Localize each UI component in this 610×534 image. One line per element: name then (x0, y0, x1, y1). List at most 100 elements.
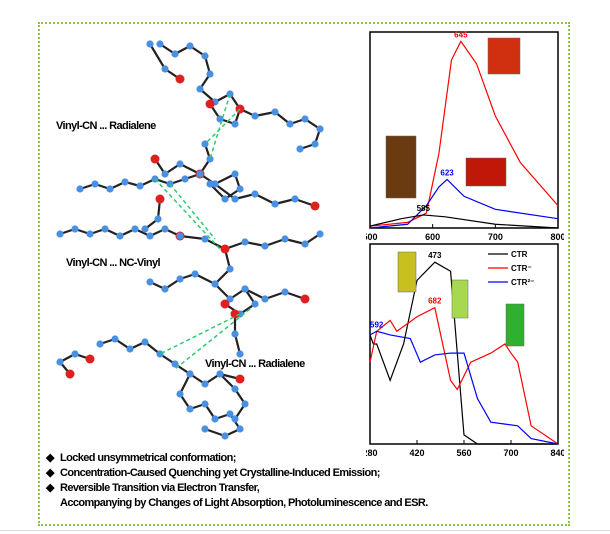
carbon-atom (156, 350, 164, 358)
carbon-atom (126, 345, 134, 353)
carbon-atom (261, 295, 269, 303)
x-tick-label: 840 (550, 448, 564, 458)
interaction-label-2: Vinyl-CN ... NC-Vinyl (66, 257, 161, 269)
plot-frame (369, 31, 559, 229)
legend-label: CTR²⁻ (511, 278, 534, 287)
carbon-atom (231, 120, 239, 128)
divider (0, 530, 610, 531)
carbon-atom (71, 225, 79, 233)
sample-photo (465, 157, 507, 187)
carbon-atom (236, 425, 244, 433)
series-line (369, 261, 558, 445)
hydrogen-bond (174, 308, 251, 370)
carbon-atom (206, 70, 214, 78)
carbon-atom (161, 65, 169, 73)
carbon-atom (281, 235, 289, 243)
carbon-atom (161, 170, 169, 178)
carbon-atom (176, 160, 184, 168)
carbon-atom (186, 405, 194, 413)
carbon-atom (286, 120, 294, 128)
carbon-atom (296, 145, 304, 153)
carbon-atom (211, 180, 219, 188)
diamond-icon: ◆ (46, 482, 54, 494)
carbon-atom (201, 400, 209, 408)
oxygen-atom (300, 294, 310, 304)
bullet-item: ◆ Concentration-Caused Quenching yet Crys… (46, 467, 380, 479)
carbon-atom (231, 170, 239, 178)
carbon-atom (236, 350, 244, 358)
carbon-atom (191, 270, 199, 278)
carbon-atom (141, 225, 149, 233)
carbon-atom (311, 140, 319, 148)
carbon-atom (161, 285, 169, 293)
carbon-atom (241, 238, 249, 246)
x-tick-label: 420 (409, 448, 424, 458)
diamond-icon: ◆ (46, 467, 54, 479)
sample-photo (385, 135, 417, 199)
carbon-atom (231, 385, 239, 393)
carbon-atom (56, 230, 64, 238)
hydrogen-bond (209, 93, 231, 160)
carbon-atom (136, 182, 144, 190)
hydrogen-bond (154, 178, 221, 250)
carbon-atom (231, 415, 239, 423)
carbon-atom (281, 288, 289, 296)
carbon-atom (221, 195, 229, 203)
carbon-atom (146, 278, 154, 286)
carbon-atom (251, 300, 259, 308)
carbon-atom (161, 225, 169, 233)
peak-label: 585 (417, 204, 431, 213)
carbon-atom (201, 52, 209, 60)
carbon-atom (206, 180, 214, 188)
carbon-atom (251, 112, 259, 120)
carbon-atom (196, 85, 204, 93)
carbon-atom (231, 330, 239, 338)
sample-photo (505, 303, 525, 347)
x-tick-label: 800 (550, 232, 564, 242)
bond (179, 373, 191, 395)
peak-label: 645 (454, 30, 468, 39)
carbon-atom (226, 410, 234, 418)
series-line (369, 178, 559, 229)
x-tick-label: 560 (456, 448, 471, 458)
bond (194, 273, 216, 285)
oxygen-atom (220, 244, 230, 254)
carbon-atom (201, 380, 209, 388)
sample-photo (451, 279, 469, 319)
carbon-atom (301, 115, 309, 123)
interaction-label-3: Vinyl-CN ... Radialene (205, 358, 305, 370)
carbon-atom (271, 200, 279, 208)
x-tick-label: 500 (366, 232, 378, 242)
carbon-atom (236, 185, 244, 193)
peak-label: 473 (428, 251, 442, 260)
oxygen-atom (310, 201, 320, 211)
carbon-atom (201, 235, 209, 243)
carbon-atom (116, 232, 124, 240)
carbon-atom (76, 185, 84, 193)
oxygen-atom (205, 99, 215, 109)
carbon-atom (71, 350, 79, 358)
carbon-atom (56, 358, 64, 366)
carbon-atom (211, 280, 219, 288)
hydrogen-bond (159, 313, 241, 355)
carbon-atom (131, 225, 139, 233)
bond (244, 288, 266, 300)
carbon-atom (186, 42, 194, 50)
oxygen-atom (230, 309, 240, 319)
oxygen-atom (85, 354, 95, 364)
carbon-atom (221, 432, 229, 440)
oxygen-atom (220, 299, 230, 309)
carbon-atom (106, 185, 114, 193)
peak-label: 623 (440, 168, 454, 177)
carbon-atom (171, 50, 179, 58)
carbon-atom (216, 370, 224, 378)
oxygen-atom (155, 194, 165, 204)
peak-label: 592 (370, 320, 384, 329)
carbon-atom (141, 338, 149, 346)
carbon-atom (96, 340, 104, 348)
bullet-item: Accompanying by Changes of Light Absorpt… (60, 497, 428, 509)
emission-chart: 500 600 700 800 645 623 585 (366, 30, 564, 242)
carbon-atom (196, 170, 204, 178)
carbon-atom (146, 40, 154, 48)
carbon-atom (156, 40, 164, 48)
